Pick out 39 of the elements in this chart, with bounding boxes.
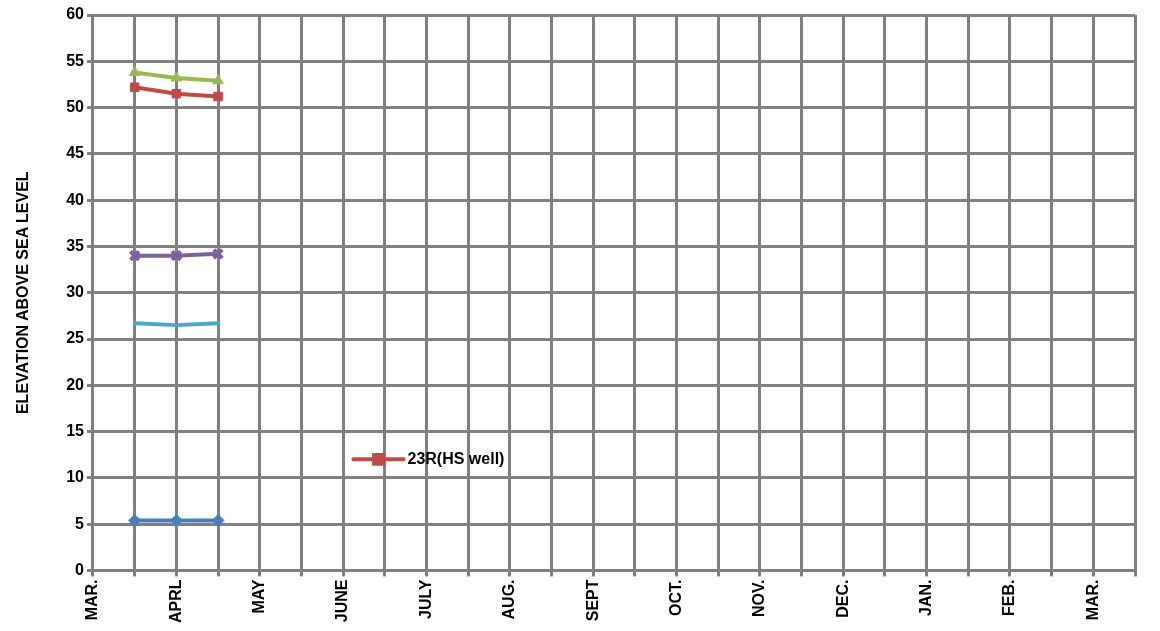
x-tick-label: OCT. bbox=[666, 579, 684, 616]
point bbox=[211, 513, 225, 527]
y-tick-label: 20 bbox=[66, 375, 85, 393]
legend-label: 23R(HS well) bbox=[407, 449, 505, 467]
y-tick-label: 15 bbox=[66, 421, 85, 439]
x-tick-label: JAN. bbox=[917, 579, 935, 616]
y-tick-label: 0 bbox=[75, 560, 85, 578]
point bbox=[170, 249, 183, 262]
point bbox=[129, 82, 140, 92]
x-tick-label: NOV. bbox=[750, 579, 768, 618]
x-tick-label: MAR. bbox=[83, 579, 101, 621]
point bbox=[128, 65, 141, 76]
point bbox=[128, 249, 141, 262]
y-tick-label: 60 bbox=[66, 5, 85, 23]
y-tick-label: 5 bbox=[75, 514, 85, 532]
y-tick-label: 45 bbox=[66, 144, 85, 162]
point bbox=[171, 88, 182, 99]
y-tick-label: 55 bbox=[66, 51, 85, 69]
y-tick-label: 50 bbox=[66, 97, 85, 115]
point bbox=[169, 513, 183, 527]
x-tick-label: JULY bbox=[416, 579, 434, 619]
point bbox=[212, 74, 224, 85]
x-tick-label: SEPT bbox=[583, 579, 601, 622]
y-tick-label: 10 bbox=[66, 468, 85, 486]
x-tick-label: APRL bbox=[166, 579, 184, 624]
point bbox=[213, 91, 223, 102]
y-tick-label: 25 bbox=[66, 329, 85, 347]
x-tick-label: JUNE bbox=[333, 579, 351, 623]
x-tick-label: MAR. bbox=[1083, 579, 1101, 621]
x-tick-label: MAY bbox=[250, 579, 268, 614]
point bbox=[128, 513, 142, 527]
y-axis-title: ELEVATION ABOVE SEA LEVEL bbox=[14, 171, 32, 415]
x-tick-label: FEB. bbox=[1000, 579, 1018, 616]
y-tick-label: 30 bbox=[66, 283, 85, 301]
y-tick-label: 40 bbox=[66, 190, 85, 208]
x-tick-label: DEC. bbox=[833, 579, 851, 618]
point bbox=[170, 71, 183, 82]
x-tick-label: AUG. bbox=[500, 579, 518, 620]
y-tick-label: 35 bbox=[66, 236, 85, 254]
